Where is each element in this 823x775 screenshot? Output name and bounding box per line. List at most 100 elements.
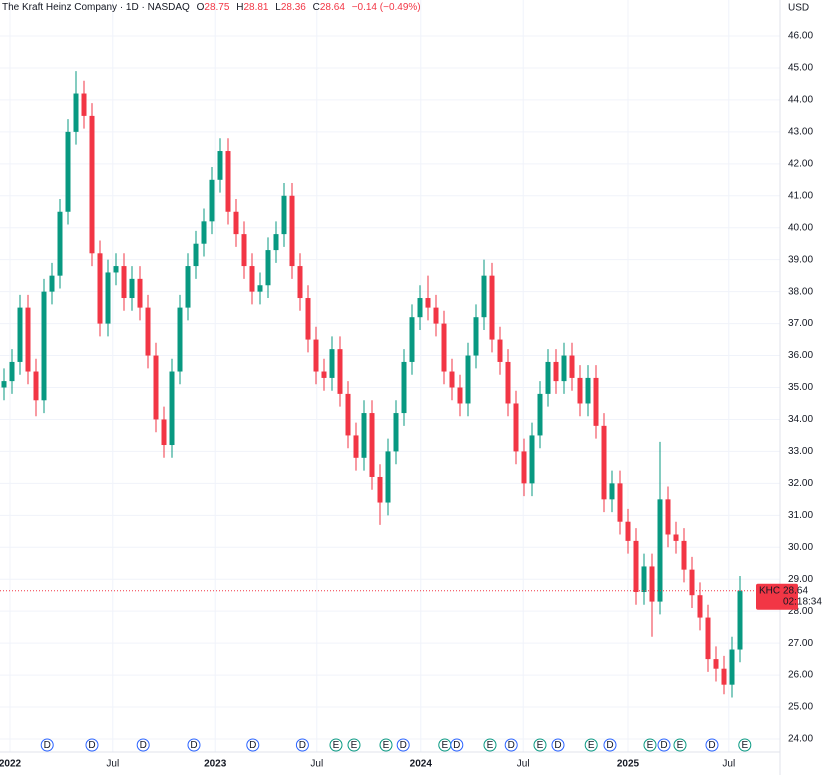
candle-body bbox=[65, 131, 71, 212]
candle-body bbox=[313, 339, 319, 372]
event-marker bbox=[329, 738, 343, 752]
event-label: D bbox=[140, 740, 147, 751]
candle-body bbox=[241, 234, 247, 267]
candle-body bbox=[729, 649, 735, 685]
candle-body bbox=[161, 419, 167, 446]
event-label: E bbox=[441, 740, 448, 751]
event-label: D bbox=[190, 740, 197, 751]
candle-body bbox=[321, 371, 327, 378]
x-tick-label: Jul bbox=[517, 759, 530, 770]
candle-body bbox=[553, 361, 559, 382]
event-marker bbox=[603, 738, 617, 752]
candle-body bbox=[345, 393, 351, 436]
candle-body bbox=[25, 307, 31, 372]
candle-body bbox=[489, 275, 495, 340]
candle-body bbox=[601, 425, 607, 500]
candle-body bbox=[257, 285, 263, 292]
candle-body bbox=[33, 371, 39, 401]
symbol-name: The Kraft Heinz Company · 1D · NASDAQ bbox=[2, 2, 190, 13]
event-marker bbox=[379, 738, 393, 752]
y-tick-label: 25.00 bbox=[788, 702, 813, 713]
candle-body bbox=[457, 387, 463, 404]
event-marker bbox=[533, 738, 547, 752]
y-tick-label: 33.00 bbox=[788, 446, 813, 457]
event-label: D bbox=[660, 740, 667, 751]
candle-body bbox=[265, 250, 271, 286]
candle-body bbox=[481, 275, 487, 318]
y-tick-label: 28.00 bbox=[788, 606, 813, 617]
candle-body bbox=[449, 371, 455, 388]
candle-body bbox=[513, 403, 519, 452]
y-tick-label: 40.00 bbox=[788, 222, 813, 233]
candle-body bbox=[145, 307, 151, 356]
countdown: 02:18:34 bbox=[783, 596, 822, 607]
candle-body bbox=[193, 243, 199, 267]
candle-body bbox=[353, 435, 359, 458]
candle-body bbox=[337, 349, 343, 394]
candle-body bbox=[361, 413, 367, 458]
candle-body bbox=[505, 361, 511, 404]
event-marker bbox=[657, 738, 671, 752]
currency-label: USD bbox=[788, 3, 809, 14]
x-tick-label: Jul bbox=[310, 759, 323, 770]
last-price-box bbox=[756, 583, 798, 610]
candle-body bbox=[441, 323, 447, 372]
event-marker bbox=[483, 738, 497, 752]
candle-body bbox=[169, 371, 175, 446]
event-label: E bbox=[487, 740, 494, 751]
candle-body bbox=[89, 115, 95, 254]
candle-body bbox=[593, 377, 599, 426]
event-marker bbox=[450, 738, 464, 752]
event-marker bbox=[551, 738, 565, 752]
x-tick-label: 2025 bbox=[617, 759, 640, 770]
open-value: 28.75 bbox=[204, 2, 230, 13]
candle-body bbox=[641, 566, 647, 593]
candle-body bbox=[9, 361, 15, 382]
candle-body bbox=[721, 668, 727, 685]
candle-body bbox=[121, 266, 127, 299]
event-label: E bbox=[383, 740, 390, 751]
candle-body bbox=[329, 349, 335, 378]
candle-body bbox=[433, 307, 439, 324]
candle-body bbox=[577, 377, 583, 404]
candle-body bbox=[297, 266, 303, 299]
candle-body bbox=[713, 659, 719, 669]
open-label: O bbox=[196, 2, 205, 13]
event-label: D bbox=[299, 740, 306, 751]
candle-body bbox=[609, 483, 615, 500]
candle-body bbox=[57, 211, 63, 276]
candle-body bbox=[225, 151, 231, 212]
event-label: D bbox=[453, 740, 460, 751]
y-tick-label: 46.00 bbox=[788, 31, 813, 42]
event-label: E bbox=[588, 740, 595, 751]
candle-body bbox=[521, 451, 527, 484]
event-marker bbox=[504, 738, 518, 752]
candle-body bbox=[49, 275, 55, 292]
y-tick-label: 37.00 bbox=[788, 318, 813, 329]
candle-body bbox=[425, 298, 431, 308]
x-tick-label: 2023 bbox=[204, 759, 227, 770]
y-tick-label: 31.00 bbox=[788, 510, 813, 521]
candle-body bbox=[465, 355, 471, 404]
candle-body bbox=[281, 195, 287, 235]
candle-body bbox=[561, 355, 567, 382]
y-tick-label: 41.00 bbox=[788, 190, 813, 201]
y-tick-label: 42.00 bbox=[788, 158, 813, 169]
event-marker bbox=[396, 738, 410, 752]
event-label: E bbox=[333, 740, 340, 751]
candle-body bbox=[689, 569, 695, 596]
candle-body bbox=[625, 521, 631, 541]
candle-body bbox=[473, 317, 479, 356]
event-marker bbox=[187, 738, 201, 752]
last-price-label: 28.64 bbox=[783, 585, 808, 596]
candle-body bbox=[41, 291, 47, 401]
y-tick-label: 44.00 bbox=[788, 95, 813, 106]
event-marker bbox=[584, 738, 598, 752]
event-label: D bbox=[249, 740, 256, 751]
candle-body bbox=[177, 307, 183, 372]
y-tick-label: 27.00 bbox=[788, 638, 813, 649]
event-marker bbox=[40, 738, 54, 752]
close-value: 28.64 bbox=[319, 2, 345, 13]
x-tick-label: 2022 bbox=[0, 759, 22, 770]
